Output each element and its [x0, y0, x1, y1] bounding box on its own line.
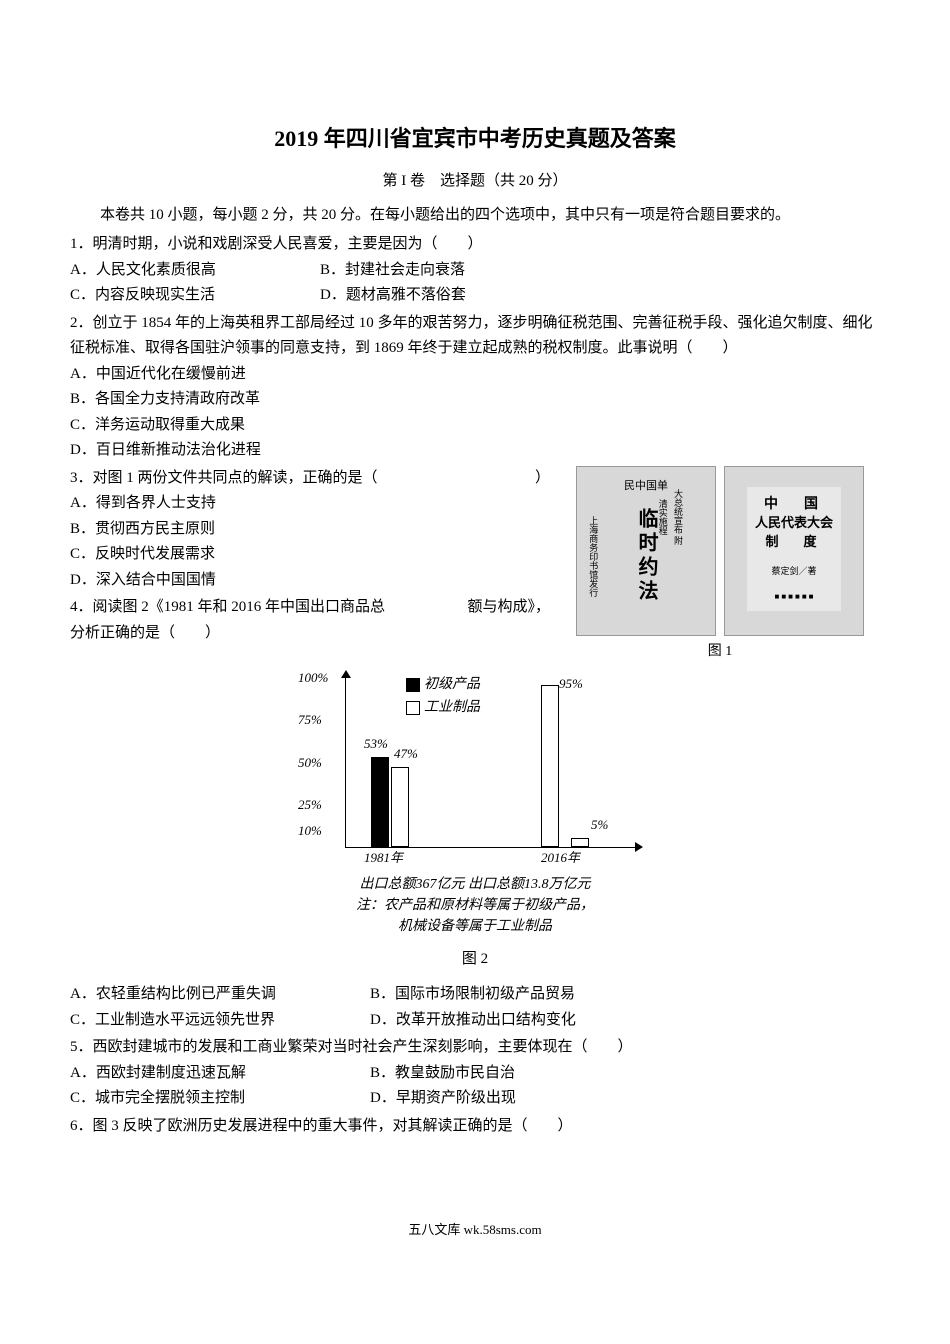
chart-caption-3: 机械设备等属于工业制品 [295, 916, 655, 937]
chart-legend: 初级产品 工业制品 [406, 673, 480, 721]
q1-text: 1．明清时期，小说和戏剧深受人民喜爱，主要是因为（ ） [70, 232, 880, 258]
fig1-left-side2: 大总统宣布 附清实施程 [654, 487, 685, 547]
question-1: 1．明清时期，小说和戏剧深受人民喜爱，主要是因为（ ） A．人民文化素质很高 B… [70, 232, 880, 309]
figure-2-chart: 初级产品 工业制品 10%25%50%75%100%53%47%1981年95%… [295, 678, 655, 937]
q3-text-p2: ） [535, 466, 550, 492]
intro-text: 本卷共 10 小题，每小题 2 分，共 20 分。在每小题给出的四个选项中，其中… [70, 203, 880, 229]
q3-text-p1: 3．对图 1 两份文件共同点的解读，正确的是（ [70, 470, 378, 486]
figure-1: 民中国单 临时约法 上海商务印书馆发行 大总统宣布 附清实施程 中 国 人民代表… [560, 466, 880, 664]
fig1-left-doc: 民中国单 临时约法 上海商务印书馆发行 大总统宣布 附清实施程 [576, 466, 716, 636]
fig1-r-small1: 蔡定剑／著 [751, 565, 837, 578]
question-4-options: A．农轻重结构比例已严重失调 B．国际市场限制初级产品贸易 C．工业制造水平远远… [70, 982, 880, 1033]
y-axis-arrow-icon [341, 670, 351, 678]
q1-opt-d: D．题材高雅不落俗套 [320, 283, 570, 309]
question-6: 6．图 3 反映了欧洲历史发展进程中的重大事件，对其解读正确的是（ ） [70, 1114, 880, 1140]
q4-text: 4．阅读图 2《1981 年和 2016 年中国出口商品总 [70, 599, 385, 615]
bar [541, 685, 559, 847]
x-axis-label: 2016年 [541, 847, 580, 869]
q1-opt-b: B．封建社会走向衰落 [320, 258, 570, 284]
q4-text-cont: 额与构成》， [467, 595, 550, 621]
q2-opt-a: A．中国近代化在缓慢前进 [70, 362, 880, 388]
q5-text: 5．西欧封建城市的发展和工商业繁荣对当时社会产生深刻影响，主要体现在（ ） [70, 1035, 880, 1061]
bar [371, 757, 389, 847]
page-title: 2019 年四川省宜宾市中考历史真题及答案 [70, 120, 880, 157]
bar [571, 838, 589, 847]
x-axis-arrow-icon [635, 842, 643, 852]
q2-opt-c: C．洋务运动取得重大成果 [70, 413, 880, 439]
fig2-caption: 图 2 [70, 947, 880, 973]
q4-opt-c: C．工业制造水平远远领先世界 [70, 1008, 370, 1034]
question-5: 5．西欧封建城市的发展和工商业繁荣对当时社会产生深刻影响，主要体现在（ ） A．… [70, 1035, 880, 1112]
section-subtitle: 第 I 卷 选择题（共 20 分） [70, 169, 880, 195]
q5-opt-b: B．教皇鼓励市民自治 [370, 1061, 620, 1087]
q5-opt-d: D．早期资产阶级出现 [370, 1086, 620, 1112]
fig1-caption: 图 1 [560, 640, 880, 664]
chart-caption: 出口总额367亿元 出口总额13.8万亿元 注：农产品和原材料等属于初级产品， … [295, 874, 655, 937]
x-axis-label: 1981年 [364, 847, 403, 869]
q4-text2: 分析正确的是（ ） [70, 625, 220, 641]
chart-caption-1: 出口总额367亿元 出口总额13.8万亿元 [295, 874, 655, 895]
q4-opt-d: D．改革开放推动出口结构变化 [370, 1008, 620, 1034]
fig1-left-side: 上海商务印书馆发行 [585, 507, 600, 607]
bar-label: 47% [394, 743, 418, 765]
q2-opt-d: D．百日维新推动法治化进程 [70, 438, 880, 464]
fig1-r1: 中 国 [751, 495, 837, 515]
legend-box-filled-icon [406, 678, 420, 692]
q5-opt-c: C．城市完全摆脱领主控制 [70, 1086, 370, 1112]
fig1-left-top: 民中国单 [587, 477, 705, 496]
q4-opt-b: B．国际市场限制初级产品贸易 [370, 982, 620, 1008]
q1-opt-c: C．内容反映现实生活 [70, 283, 320, 309]
bar-label: 53% [364, 733, 388, 755]
y-axis-label: 50% [298, 752, 322, 774]
q2-opt-b: B．各国全力支持清政府改革 [70, 387, 880, 413]
fig1-r2: 人民代表大会 [751, 514, 837, 532]
y-axis-label: 100% [298, 667, 328, 689]
fig1-right-doc: 中 国 人民代表大会 制 度 蔡定剑／著 ■ ■ ■ ■ ■ ■ [724, 466, 864, 636]
bar-label: 95% [559, 673, 583, 695]
chart-caption-2: 注：农产品和原材料等属于初级产品， [295, 895, 655, 916]
y-axis-label: 10% [298, 820, 322, 842]
fig1-r3: 制 度 [751, 533, 837, 551]
q6-text: 6．图 3 反映了欧洲历史发展进程中的重大事件，对其解读正确的是（ ） [70, 1114, 880, 1140]
q1-opt-a: A．人民文化素质很高 [70, 258, 320, 284]
bar [391, 767, 409, 847]
page-footer: 五八文库 wk.58sms.com [70, 1219, 880, 1241]
legend-box-empty-icon [406, 701, 420, 715]
q2-text: 2．创立于 1854 年的上海英租界工部局经过 10 多年的艰苦努力，逐步明确征… [70, 311, 880, 362]
y-axis-label: 25% [298, 794, 322, 816]
bar-label: 5% [591, 814, 608, 836]
q4-opt-a: A．农轻重结构比例已严重失调 [70, 982, 370, 1008]
y-axis-label: 75% [298, 709, 322, 731]
legend-1: 初级产品 [424, 673, 480, 697]
q5-opt-a: A．西欧封建制度迅速瓦解 [70, 1061, 370, 1087]
question-2: 2．创立于 1854 年的上海英租界工部局经过 10 多年的艰苦努力，逐步明确征… [70, 311, 880, 464]
legend-2: 工业制品 [424, 696, 480, 720]
